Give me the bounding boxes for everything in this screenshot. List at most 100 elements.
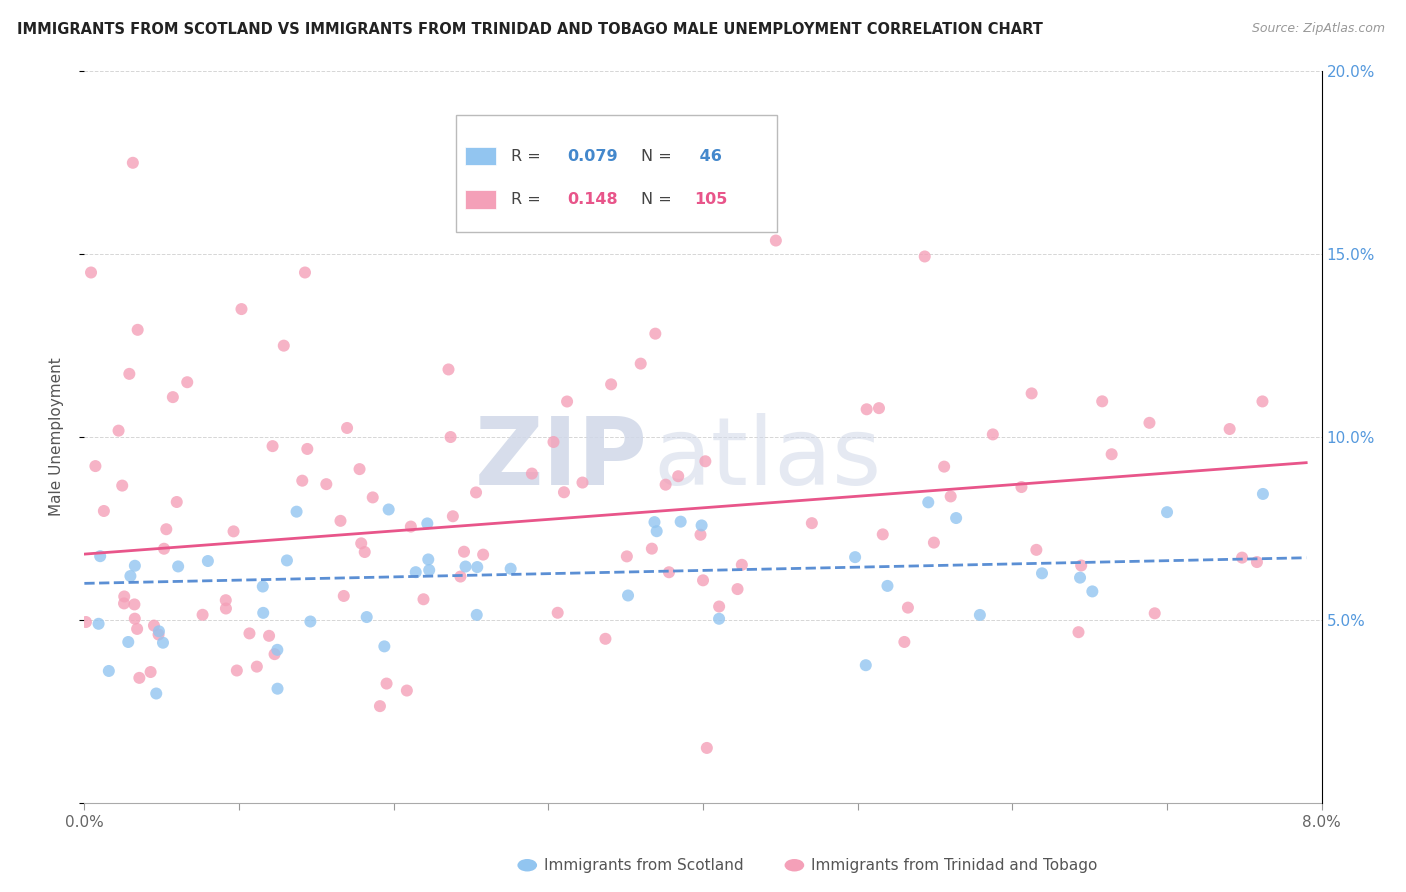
Point xyxy=(418,563,440,577)
Text: Source: ZipAtlas.com: Source: ZipAtlas.com xyxy=(1251,22,1385,36)
Point xyxy=(945,511,967,525)
Point xyxy=(1139,416,1161,430)
Point xyxy=(121,156,143,170)
Point xyxy=(416,516,439,531)
Point xyxy=(368,699,391,714)
Point xyxy=(297,442,319,456)
Point xyxy=(285,505,308,519)
Point xyxy=(658,566,681,580)
Point xyxy=(148,627,170,641)
Point xyxy=(145,686,167,700)
Point xyxy=(405,565,427,579)
Point xyxy=(1156,505,1178,519)
Point xyxy=(87,616,110,631)
Point xyxy=(1246,555,1268,569)
Point xyxy=(645,524,668,539)
Point xyxy=(666,469,689,483)
Point xyxy=(361,491,384,505)
Point xyxy=(1025,542,1047,557)
Point xyxy=(197,554,219,568)
Point xyxy=(855,402,877,417)
Point xyxy=(148,624,170,639)
Point xyxy=(437,362,460,376)
Point xyxy=(294,266,316,280)
Point xyxy=(695,454,717,468)
Point xyxy=(939,490,962,504)
Point xyxy=(336,421,359,435)
Point xyxy=(465,560,488,574)
Point xyxy=(1230,550,1253,565)
Point xyxy=(499,562,522,576)
Text: 0.148: 0.148 xyxy=(567,192,617,207)
Text: atlas: atlas xyxy=(654,413,882,505)
Point xyxy=(690,518,713,533)
Point xyxy=(765,234,787,248)
Point xyxy=(617,589,640,603)
Point xyxy=(876,579,898,593)
Point xyxy=(263,647,285,661)
Point xyxy=(1069,571,1091,585)
Text: Immigrants from Trinidad and Tobago: Immigrants from Trinidad and Tobago xyxy=(811,858,1098,872)
Point xyxy=(399,519,422,533)
Text: R =: R = xyxy=(512,192,546,207)
Point xyxy=(155,522,177,536)
Point xyxy=(727,582,749,596)
Point xyxy=(922,535,945,549)
Point xyxy=(418,552,440,566)
Point xyxy=(112,596,135,610)
Point xyxy=(75,615,97,629)
Point xyxy=(215,593,238,607)
Point xyxy=(893,635,915,649)
Point xyxy=(731,558,754,572)
Point xyxy=(595,632,617,646)
Point xyxy=(124,612,146,626)
Point xyxy=(162,390,184,404)
Point xyxy=(472,548,495,562)
Point xyxy=(356,610,378,624)
Text: Immigrants from Scotland: Immigrants from Scotland xyxy=(544,858,744,872)
Point xyxy=(375,676,398,690)
Point xyxy=(641,541,664,556)
Text: R =: R = xyxy=(512,149,546,164)
Y-axis label: Male Unemployment: Male Unemployment xyxy=(49,358,63,516)
Point xyxy=(553,485,575,500)
Point xyxy=(80,266,103,280)
Point xyxy=(1143,607,1166,621)
Point xyxy=(692,574,714,588)
Point xyxy=(520,467,543,481)
Point xyxy=(273,338,295,352)
Point xyxy=(333,589,356,603)
Point xyxy=(153,541,176,556)
Point xyxy=(373,640,395,654)
Point xyxy=(350,536,373,550)
Point xyxy=(689,527,711,541)
Point xyxy=(1070,558,1092,573)
Point xyxy=(453,545,475,559)
Point xyxy=(1219,422,1241,436)
Point xyxy=(191,607,214,622)
Point xyxy=(315,477,337,491)
Point xyxy=(215,601,238,615)
Point xyxy=(696,740,718,755)
Point xyxy=(252,580,274,594)
Point xyxy=(395,683,418,698)
Point xyxy=(644,326,666,341)
Point xyxy=(1101,447,1123,461)
Point xyxy=(571,475,593,490)
Point xyxy=(238,626,260,640)
Point xyxy=(377,502,399,516)
Point xyxy=(1081,584,1104,599)
Point xyxy=(1251,487,1274,501)
Point xyxy=(120,569,142,583)
Point xyxy=(246,659,269,673)
Point xyxy=(630,357,652,371)
Point xyxy=(127,323,149,337)
Point xyxy=(152,636,174,650)
Point xyxy=(266,643,288,657)
Point xyxy=(84,459,107,474)
Point xyxy=(299,615,322,629)
Point xyxy=(111,478,134,492)
Text: 0.079: 0.079 xyxy=(567,149,617,164)
Point xyxy=(449,569,471,583)
Point xyxy=(225,664,247,678)
